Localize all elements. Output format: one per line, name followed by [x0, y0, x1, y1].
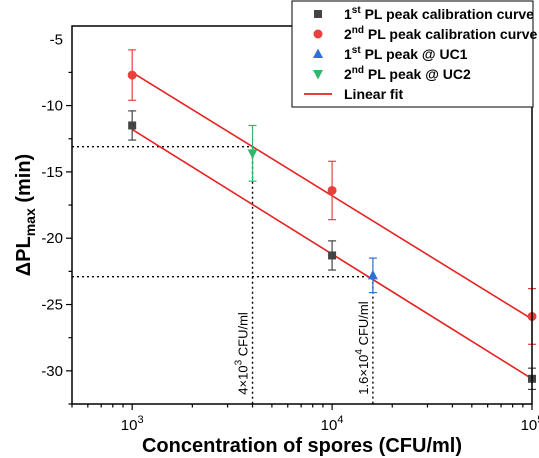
x-tick-label-base: 10 — [521, 417, 538, 434]
y-axis-title-main: ΔPL — [13, 236, 35, 276]
y-tick-label: -10 — [41, 98, 63, 115]
legend-entry: 1st PL peak @ UC1 — [344, 45, 468, 62]
annotation-label-unit: CFU/ml — [356, 301, 371, 349]
legend-entry-superscript: st — [352, 5, 362, 16]
data-point — [367, 269, 378, 280]
legend-entry-superscript: st — [352, 45, 362, 56]
y-tick-label: -5 — [50, 31, 63, 48]
y-tick-label: -20 — [41, 230, 63, 247]
x-axis-ticks: 103104105 — [71, 404, 539, 434]
legend-entry-text: 1 — [344, 46, 352, 62]
annotation-label: 4×103 CFU/ml — [234, 312, 251, 395]
data-points — [127, 70, 537, 383]
x-tick-label-exponent: 4 — [337, 414, 343, 426]
annotation-label: 1.6×104 CFU/ml — [354, 301, 371, 394]
legend-marker — [313, 70, 323, 80]
data-point — [327, 185, 337, 195]
legend-marker — [313, 29, 323, 39]
data-point — [247, 149, 258, 159]
legend-entry-superscript: nd — [352, 65, 364, 76]
annotations: 4×103 CFU/ml1.6×104 CFU/ml — [234, 301, 371, 394]
legend-entry-rest: PL peak calibration curve — [361, 6, 534, 22]
legend-entry: 2nd PL peak @ UC2 — [344, 65, 471, 82]
annotation-label-unit: CFU/ml — [236, 312, 251, 360]
legend-entry: 2nd PL peak calibration curve — [344, 25, 537, 42]
x-tick-label-base: 10 — [321, 417, 338, 434]
annotation-label-text: 4×10 — [236, 365, 251, 394]
reference-lines — [72, 145, 374, 404]
legend-marker — [313, 48, 323, 58]
legend-marker — [314, 10, 322, 18]
y-axis-title-unit: (min) — [13, 154, 35, 208]
y-axis-title: ΔPLmax (min) — [13, 154, 38, 276]
annotation-label-text: 1.6×10 — [356, 355, 371, 395]
fit-lines — [131, 71, 533, 380]
x-tick-label-exponent: 3 — [137, 414, 143, 426]
x-tick-label: 104 — [321, 414, 344, 434]
data-point — [127, 70, 137, 80]
y-tick-label: -25 — [41, 297, 63, 314]
y-axis-title-sub: max — [22, 208, 38, 236]
x-tick-label: 105 — [521, 414, 539, 434]
legend-entry-rest: PL peak @ UC1 — [361, 46, 468, 62]
y-axis-ticks: -5 -10 -15 -20 -25 -30 — [41, 31, 72, 405]
legend-entry-text: 2 — [344, 26, 352, 42]
legend-entry-text: Linear fit — [344, 86, 403, 102]
y-tick-label: -30 — [41, 363, 63, 380]
legend-entry-rest: PL peak @ UC2 — [364, 66, 471, 82]
x-axis-title: Concentration of spores (CFU/ml) — [142, 435, 462, 457]
annotation-label-exponent: 3 — [234, 359, 245, 365]
legend-entry-text: 1 — [344, 6, 352, 22]
annotation-label-exponent: 4 — [354, 349, 365, 355]
legend-entry: Linear fit — [344, 86, 403, 102]
x-tick-label: 103 — [121, 414, 144, 434]
data-point — [328, 251, 337, 260]
legend-entry-text: 2 — [344, 66, 352, 82]
legend-box — [291, 0, 534, 108]
data-point — [128, 121, 137, 130]
legend-entry: 1st PL peak calibration curve — [344, 5, 534, 22]
x-tick-label-base: 10 — [121, 417, 138, 434]
x-tick-label-exponent: 5 — [537, 414, 539, 426]
legend-entry-superscript: nd — [352, 25, 364, 36]
y-tick-label: -15 — [41, 164, 63, 181]
legend-entry-rest: PL peak calibration curve — [364, 26, 537, 42]
